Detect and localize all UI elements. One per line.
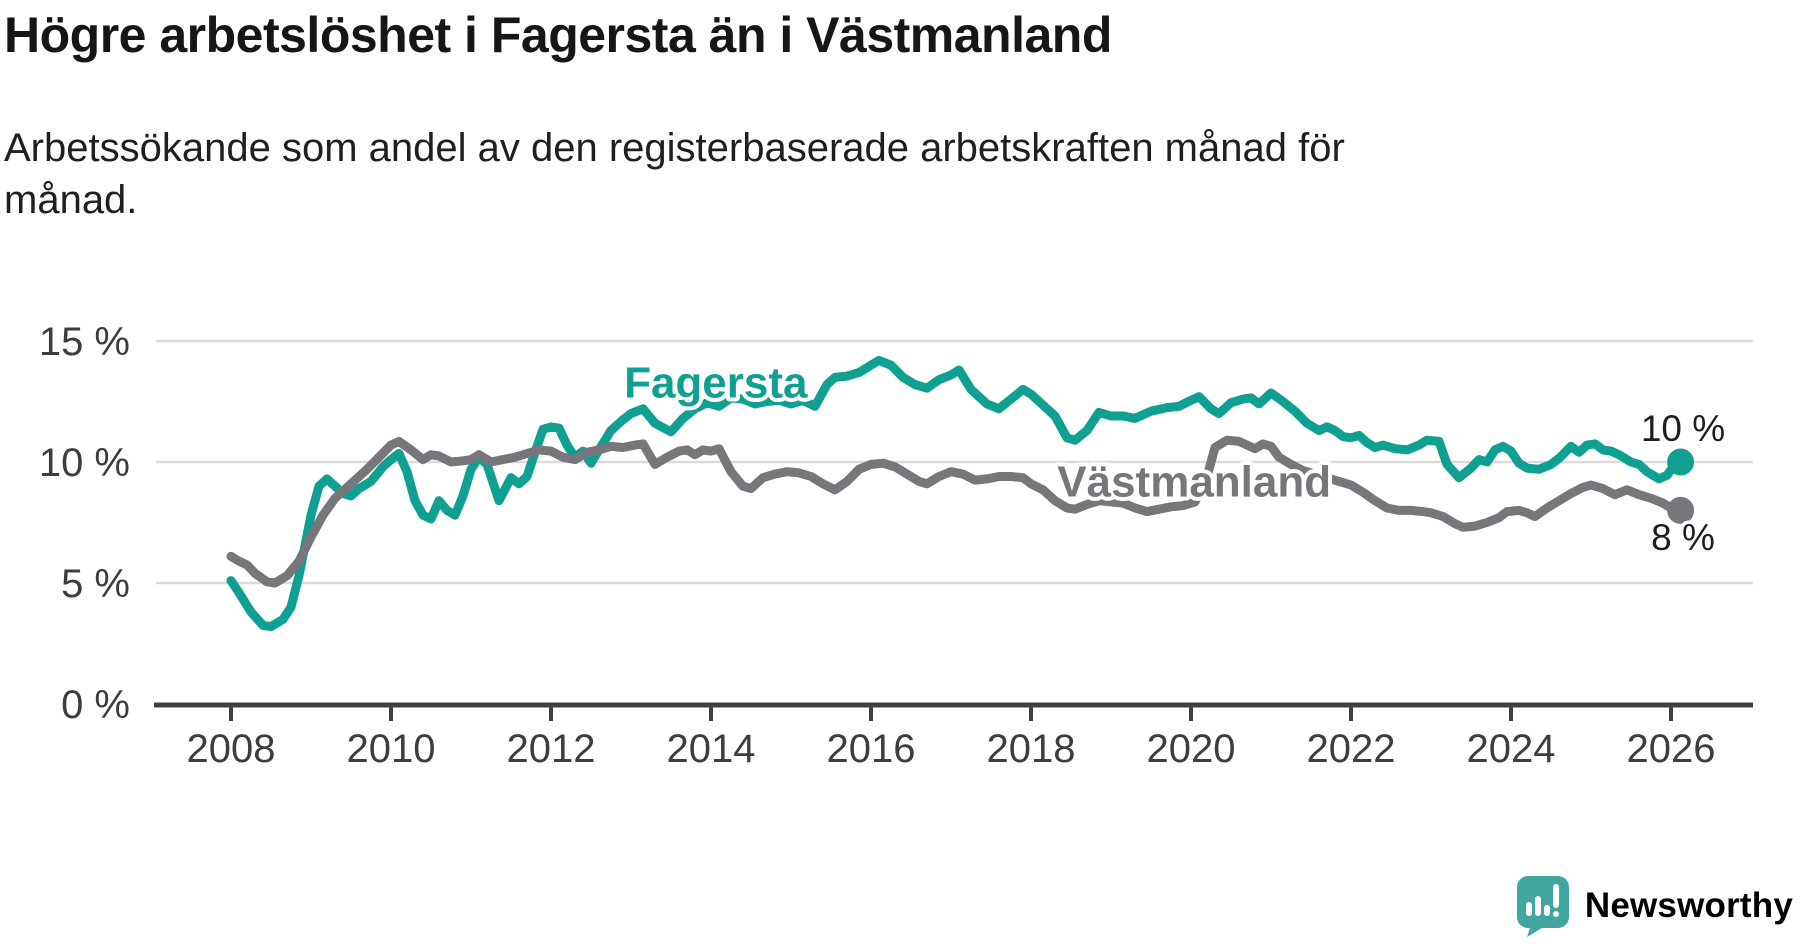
y-tick-label: 15 % <box>39 320 130 364</box>
x-tick-label: 2018 <box>987 727 1076 771</box>
x-tick-label: 2010 <box>347 727 436 771</box>
y-tick-label: 0 % <box>61 683 130 727</box>
series-label-fagersta: Fagersta <box>624 358 808 407</box>
bar-3 <box>1543 905 1550 916</box>
x-tick-label: 2012 <box>507 727 596 771</box>
newsworthy-bubble-chart-icon <box>1516 876 1569 937</box>
x-tick-label: 2014 <box>667 727 756 771</box>
end-value-label: 10 % <box>1641 408 1725 449</box>
newsworthy-logo[interactable]: Newsworthy <box>1515 870 1793 942</box>
y-tick-label: 5 % <box>61 562 130 606</box>
series-line-fagersta <box>226 355 1686 632</box>
chart-subtitle: Arbetssökande som andel av den registerb… <box>4 126 1345 222</box>
exclamation-dot <box>1552 911 1559 917</box>
end-value-label: 8 % <box>1651 517 1715 558</box>
series-end-dot-vastmanland <box>1667 496 1695 524</box>
x-tick-label: 2026 <box>1627 727 1716 771</box>
series-end-dot-fagersta <box>1667 448 1695 476</box>
bar-2 <box>1534 896 1541 916</box>
speech-bubble-shape <box>1516 876 1569 937</box>
exclamation-stem <box>1552 884 1559 908</box>
x-tick-label: 2024 <box>1467 727 1556 771</box>
x-tick-label: 2016 <box>827 727 916 771</box>
newsworthy-wordmark: Newsworthy <box>1584 886 1793 925</box>
bar-1 <box>1525 902 1532 916</box>
x-tick-label: 2022 <box>1307 727 1396 771</box>
y-tick-label: 10 % <box>39 441 130 485</box>
chart-title: Högre arbetslöshet i Fagersta än i Västm… <box>4 7 1112 63</box>
x-tick-label: 2020 <box>1147 727 1236 771</box>
series-line-vastmanland <box>226 435 1686 588</box>
x-tick-label: 2008 <box>187 727 276 771</box>
series-label-västmanland: Västmanland <box>1057 458 1331 507</box>
